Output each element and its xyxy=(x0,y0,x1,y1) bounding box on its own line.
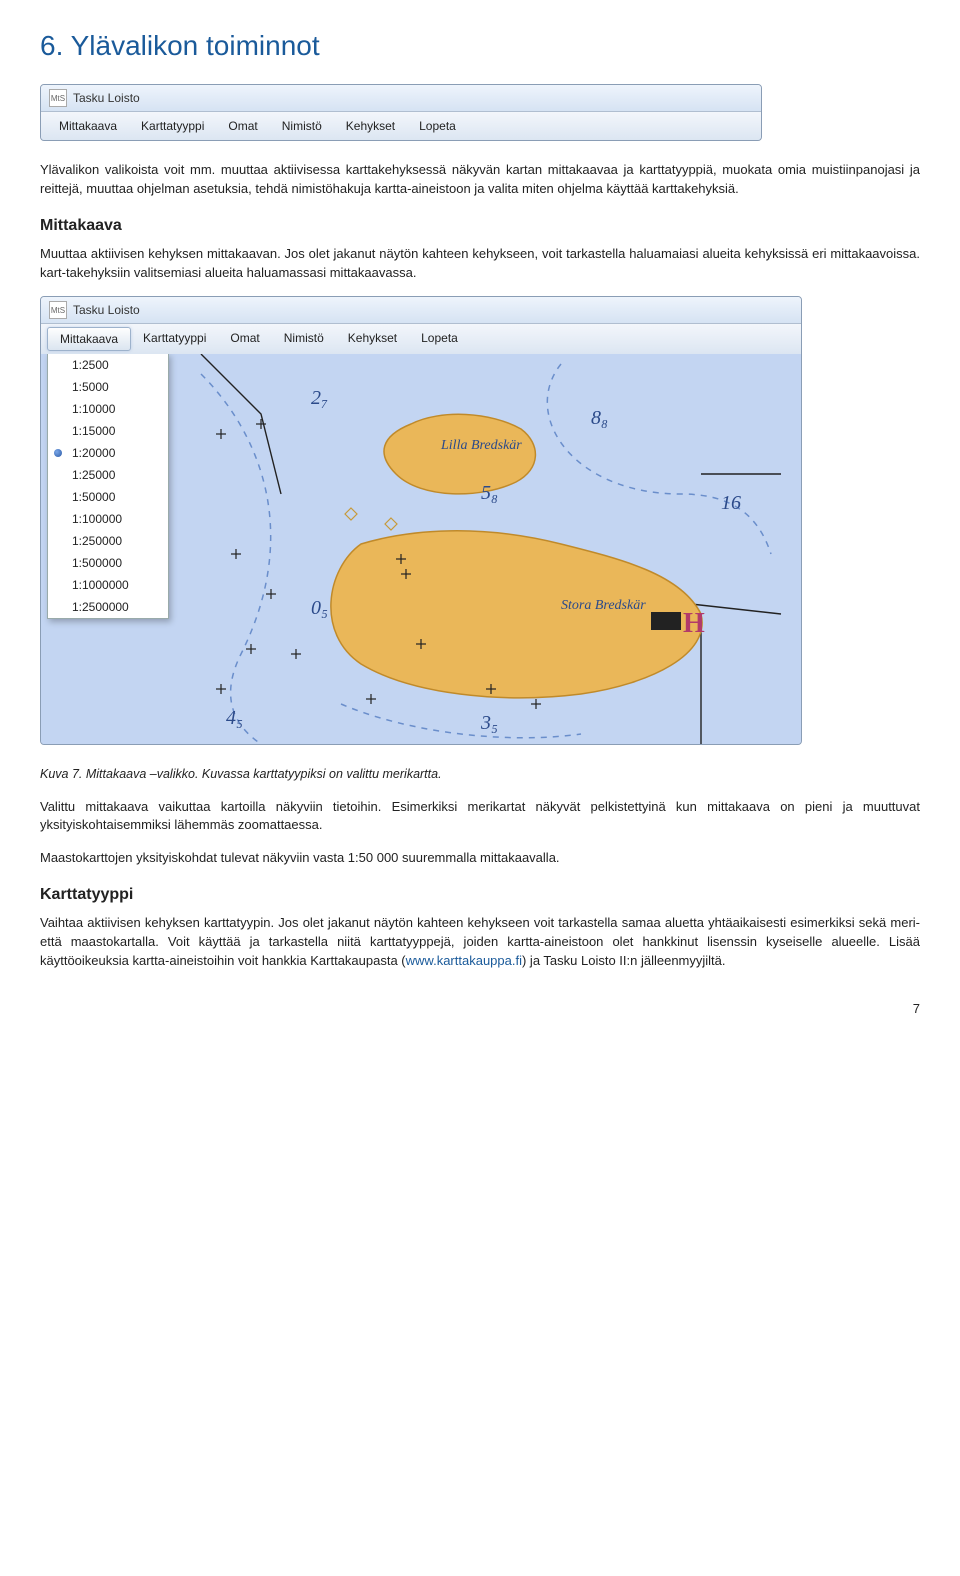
intro-paragraph: Ylävalikon valikoista voit mm. muuttaa a… xyxy=(40,161,920,199)
scale-option[interactable]: 1:2500 xyxy=(48,354,168,376)
window-frame-1: MtS Tasku Loisto MittakaavaKarttatyyppiO… xyxy=(40,84,762,141)
karttakauppa-link[interactable]: www.karttakauppa.fi xyxy=(406,953,522,968)
menubar-2: MittakaavaKarttatyyppiOmatNimistöKehykse… xyxy=(41,324,801,354)
svg-text:8₈: 8₈ xyxy=(591,407,608,429)
titlebar-2: MtS Tasku Loisto xyxy=(41,297,801,324)
mittakaava-paragraph: Muuttaa aktiivisen kehyksen mittakaavan.… xyxy=(40,245,920,283)
window-frame-2: MtS Tasku Loisto MittakaavaKarttatyyppiO… xyxy=(40,296,802,745)
scale-option[interactable]: 1:1000000 xyxy=(48,574,168,596)
window-title-2: Tasku Loisto xyxy=(73,303,140,317)
scale-option[interactable]: 1:10000 xyxy=(48,398,168,420)
menu-item-omat[interactable]: Omat xyxy=(216,115,269,137)
scale-option[interactable]: 1:5000 xyxy=(48,376,168,398)
svg-text:5₈: 5₈ xyxy=(481,482,498,504)
scale-option[interactable]: 1:500000 xyxy=(48,552,168,574)
para-after-2: Maastokarttojen yksityiskohdat tulevat n… xyxy=(40,849,920,868)
map-area: 1:25001:50001:100001:150001:200001:25000… xyxy=(41,354,801,744)
app-icon-2: MtS xyxy=(49,301,67,319)
heading-karttatyyppi: Karttatyyppi xyxy=(40,886,920,904)
titlebar: MtS Tasku Loisto xyxy=(41,85,761,112)
scale-option[interactable]: 1:20000 xyxy=(48,442,168,464)
svg-text:4₅: 4₅ xyxy=(226,707,243,729)
svg-text:3₅: 3₅ xyxy=(480,712,498,734)
section-heading: 6. Ylävalikon toiminnot xyxy=(40,30,920,62)
svg-text:2₇: 2₇ xyxy=(311,387,328,409)
menu-item-karttatyyppi[interactable]: Karttatyyppi xyxy=(129,115,216,137)
menu-item-kehykset[interactable]: Kehykset xyxy=(336,327,409,351)
menu-item-lopeta[interactable]: Lopeta xyxy=(409,327,470,351)
scale-dropdown[interactable]: 1:25001:50001:100001:150001:200001:25000… xyxy=(47,354,169,619)
para-after-1: Valittu mittakaava vaikuttaa kartoilla n… xyxy=(40,798,920,836)
menu-item-nimistö[interactable]: Nimistö xyxy=(272,327,336,351)
karttatyyppi-paragraph: Vaihtaa aktiivisen kehyksen karttatyypin… xyxy=(40,914,920,971)
kt-para-post: ) ja Tasku Loisto II:n jälleenmyyjiltä. xyxy=(522,953,726,968)
app-icon: MtS xyxy=(49,89,67,107)
window-title: Tasku Loisto xyxy=(73,91,140,105)
menubar-1: MittakaavaKarttatyyppiOmatNimistöKehykse… xyxy=(41,112,761,140)
scale-option[interactable]: 1:2500000 xyxy=(48,596,168,618)
figure-caption: Kuva 7. Mittakaava –valikko. Kuvassa kar… xyxy=(40,765,920,783)
svg-text:Lilla Bredskär: Lilla Bredskär xyxy=(440,438,522,453)
heading-mittakaava: Mittakaava xyxy=(40,217,920,235)
svg-text:16: 16 xyxy=(721,492,741,514)
page-number: 7 xyxy=(40,1001,920,1016)
scale-option[interactable]: 1:250000 xyxy=(48,530,168,552)
svg-text:0₅: 0₅ xyxy=(311,597,328,619)
menu-item-nimistö[interactable]: Nimistö xyxy=(270,115,334,137)
menu-item-mittakaava[interactable]: Mittakaava xyxy=(47,327,131,351)
scale-option[interactable]: 1:100000 xyxy=(48,508,168,530)
menu-item-kehykset[interactable]: Kehykset xyxy=(334,115,407,137)
menu-item-mittakaava[interactable]: Mittakaava xyxy=(47,115,129,137)
menu-item-omat[interactable]: Omat xyxy=(218,327,271,351)
menu-item-lopeta[interactable]: Lopeta xyxy=(407,115,468,137)
svg-text:Stora Bredskär: Stora Bredskär xyxy=(561,598,646,613)
scale-option[interactable]: 1:50000 xyxy=(48,486,168,508)
svg-text:H: H xyxy=(683,608,705,639)
selected-dot-icon xyxy=(54,449,62,457)
scale-option[interactable]: 1:15000 xyxy=(48,420,168,442)
scale-option[interactable]: 1:25000 xyxy=(48,464,168,486)
menu-item-karttatyyppi[interactable]: Karttatyyppi xyxy=(131,327,218,351)
